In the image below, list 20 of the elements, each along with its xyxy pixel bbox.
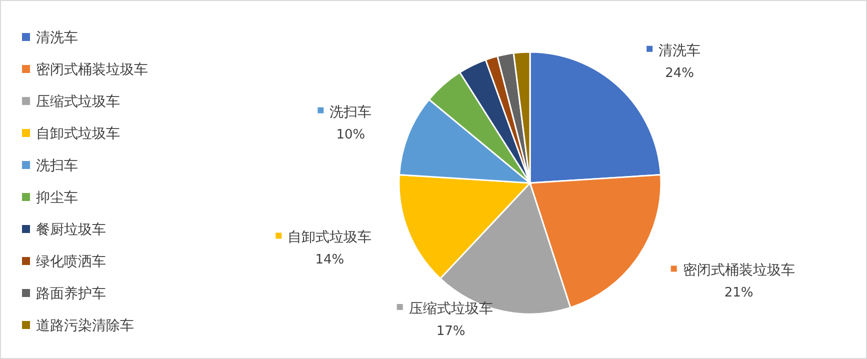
- category-label: 洗扫车: [36, 158, 78, 174]
- legend-label: 抑尘车: [36, 190, 78, 206]
- legend-label: 压缩式垃圾车: [408, 301, 493, 317]
- legend-label: 餐厨垃圾车: [36, 222, 106, 238]
- legend-label: 道路污染清除车: [36, 318, 134, 334]
- legend-label: 洗扫车: [330, 104, 372, 120]
- data-label: 24%: [665, 66, 694, 81]
- data-label: 10%: [336, 127, 366, 142]
- data-label: 14%: [315, 252, 344, 268]
- category-label: 密闭式桶装垃圾车: [36, 62, 148, 78]
- data-label: 17%: [436, 324, 466, 339]
- legend-label: 绿化喷洒车: [36, 254, 106, 270]
- legend-label: 密闭式桶装垃圾车: [682, 262, 795, 279]
- category-label: 清洗车: [36, 30, 78, 46]
- category-label: 压缩式垃圾车: [36, 94, 120, 110]
- legend-label: 自卸式垃圾车: [288, 230, 372, 246]
- data-label: 21%: [724, 286, 754, 301]
- category-label: 自卸式垃圾车: [36, 126, 120, 142]
- legend-label: 清洗车: [658, 42, 701, 59]
- legend-label: 路面养护车: [36, 286, 106, 302]
